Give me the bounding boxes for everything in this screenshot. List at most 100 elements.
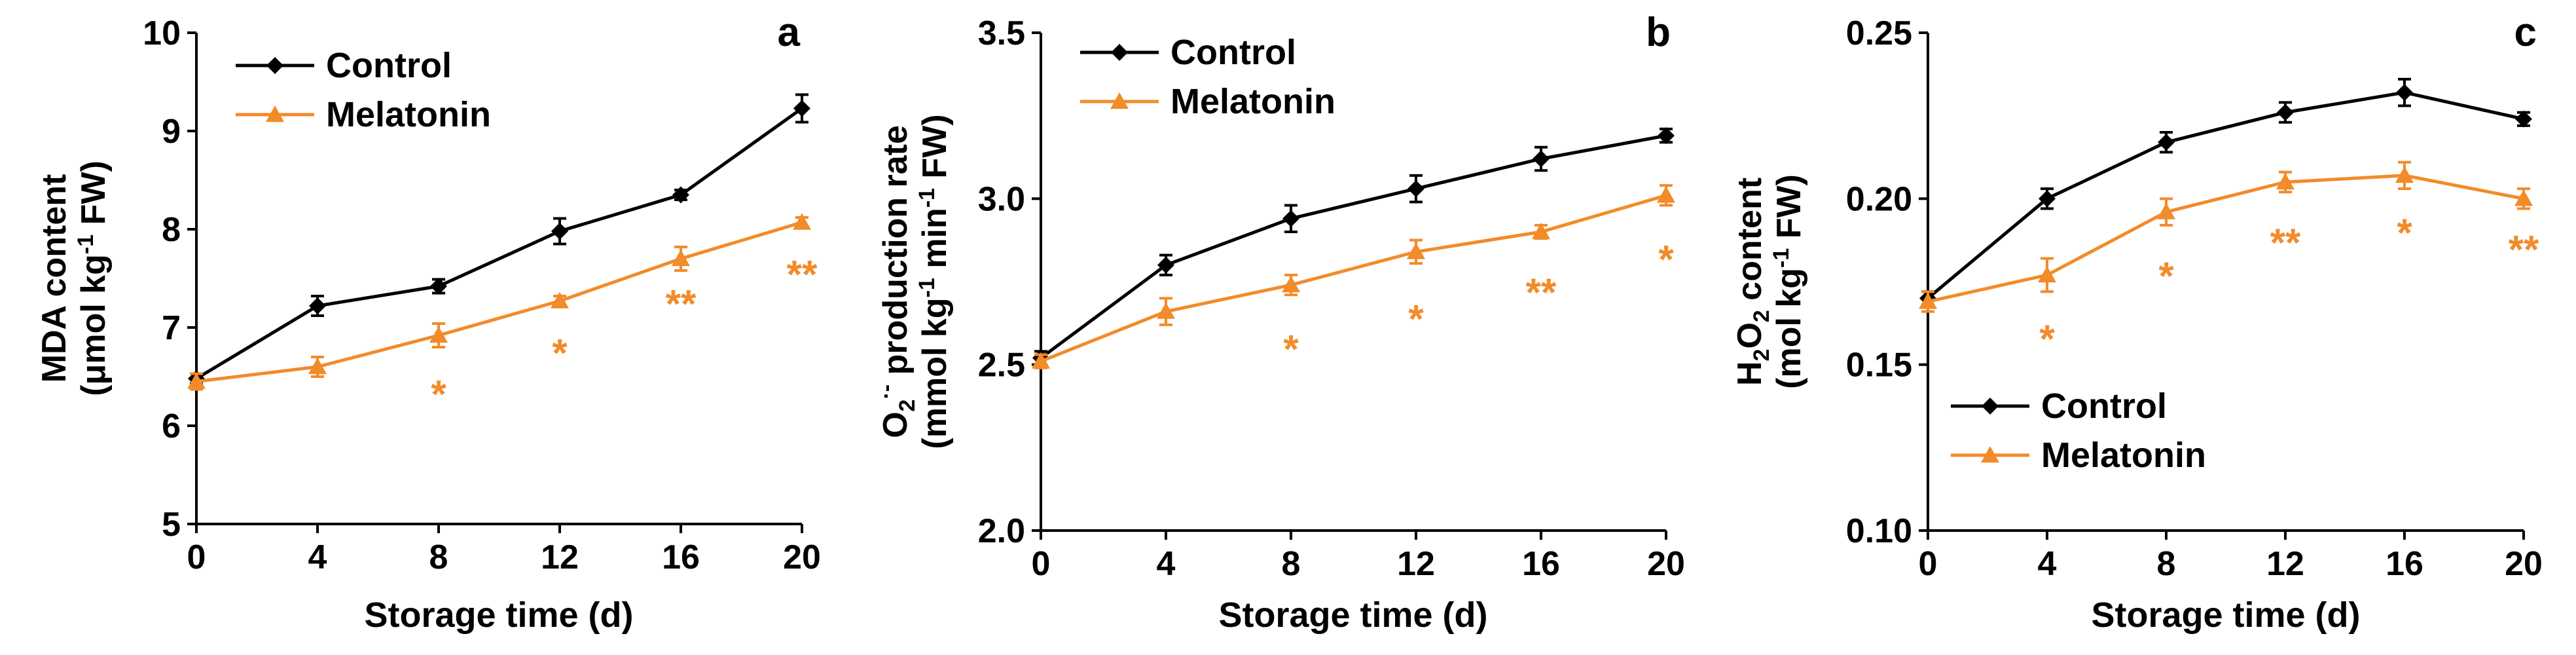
- panel-b-xtick-label: 8: [1282, 545, 1301, 583]
- panel-c-series-melatonin-point: [1919, 292, 1937, 309]
- panel-c-series-control-point: [2039, 190, 2056, 208]
- panel-c-xtick-label: 20: [2505, 545, 2543, 583]
- panel-c-series-melatonin-point: [2157, 202, 2175, 219]
- panel-b-legend-melatonin-marker: [1110, 92, 1129, 109]
- panel-c-legend-control-label: Control: [2041, 386, 2167, 426]
- panel-b-series-control-point: [1282, 210, 1299, 227]
- panel-b-series-control-point: [1157, 256, 1174, 274]
- panel-c-series-control-point: [2277, 103, 2294, 121]
- panel-a-series-control-point: [551, 223, 568, 240]
- panel-c-series-melatonin-point: [2514, 189, 2533, 206]
- panel-c-ytick-label: 0.15: [1846, 346, 1912, 384]
- panel-a-ylabel: MDA content (μmol kg-1 FW): [35, 160, 113, 396]
- panel-a-legend-melatonin-label: Melatonin: [326, 95, 491, 134]
- panel-c-xtick-label: 8: [2157, 545, 2176, 583]
- panel-c-significance-mark: *: [2039, 317, 2055, 361]
- panel-c-significance-mark: **: [2270, 221, 2301, 265]
- panel-c-ylabel-line1: H2O2 content: [1731, 178, 1774, 386]
- panel-c-ytick-label: 0.10: [1846, 512, 1912, 550]
- panel-a-xtick-label: 20: [783, 538, 821, 576]
- panel-a-significance-mark: *: [552, 331, 568, 375]
- panel-c-series-control-line: [1927, 90, 2524, 300]
- panel-a-ytick-label: 8: [162, 211, 181, 249]
- panel-a-xtick-label: 12: [541, 538, 579, 576]
- panel-a-series-melatonin-line: [196, 221, 803, 383]
- panel-b-xtick-label: 20: [1647, 545, 1685, 583]
- panel-a-ytick-label: 10: [143, 14, 181, 52]
- panel-b-series-melatonin-point: [1407, 242, 1425, 259]
- panel-c-xtick-label: 16: [2386, 545, 2423, 583]
- panel-a-ylabel-line2: (μmol kg-1 FW): [73, 160, 113, 396]
- panel-a-significance-mark: **: [787, 253, 818, 297]
- panel-b-xtick-label: 16: [1522, 545, 1560, 583]
- panel-b-series-melatonin-point: [1657, 186, 1675, 203]
- panel-a-xtick-label: 8: [429, 538, 448, 576]
- panel-c-xtick-label: 12: [2266, 545, 2304, 583]
- panel-b-series-control-point: [1658, 127, 1675, 145]
- panel-a-series-melatonin-point: [551, 291, 569, 309]
- panel-b-series-melatonin-point: [1032, 352, 1050, 369]
- panel-a-xlabel: Storage time (d): [364, 595, 633, 635]
- panel-b-legend-control-label: Control: [1170, 33, 1296, 72]
- panel-c-series-control-point: [2396, 84, 2413, 102]
- panel-c-xtick-label: 4: [2038, 545, 2057, 583]
- panel-a-ytick-label: 7: [162, 309, 181, 347]
- panel-a-series-control-point: [672, 186, 689, 204]
- panel-a-series-control-point: [793, 100, 810, 117]
- panel-b-xtick-label: 4: [1157, 545, 1176, 583]
- panel-c-xlabel: Storage time (d): [2091, 595, 2360, 635]
- panel-c-significance-mark: *: [2397, 211, 2412, 255]
- panel-a-series-melatonin-point: [429, 326, 448, 343]
- panel-a-label: a: [778, 10, 801, 55]
- panel-b-xtick-label: 12: [1397, 545, 1435, 583]
- panel-a-ytick-label: 5: [162, 506, 181, 544]
- panel-b-ytick-label: 2.5: [978, 346, 1025, 384]
- panel-a-ytick-label: 9: [162, 113, 181, 151]
- panel-b-xtick-label: 0: [1032, 545, 1051, 583]
- panel-c-legend-melatonin-label: Melatonin: [2041, 436, 2206, 475]
- panel-b-significance-mark: **: [1526, 271, 1557, 314]
- panel-b-significance-mark: *: [1408, 297, 1424, 341]
- panel-a-xtick-label: 0: [187, 538, 206, 576]
- panel-b-series-melatonin-line: [1040, 193, 1667, 363]
- panel-b-ytick-label: 3.5: [978, 14, 1025, 52]
- panel-c-series-melatonin-point: [2038, 265, 2056, 283]
- panel-c-ylabel-line2: (mol kg-1 FW): [1769, 174, 1808, 389]
- panel-c-xtick-label: 0: [1919, 545, 1938, 583]
- panel-a-series-control-point: [430, 278, 447, 295]
- panel-b-series-control-point: [1533, 150, 1550, 168]
- panel-c-significance-mark: *: [2158, 254, 2174, 298]
- panel-a-series-melatonin-point: [308, 358, 327, 375]
- panel-c-significance-mark: **: [2509, 227, 2539, 271]
- panel-c-legend-melatonin-marker: [1981, 446, 1999, 463]
- panel-a-series-melatonin-point: [793, 213, 811, 230]
- panel-a-series-melatonin-point: [672, 250, 690, 267]
- panel-c-series-melatonin-line: [1927, 174, 2524, 303]
- panel-c-ytick-label: 0.20: [1846, 180, 1912, 218]
- panel-a-xtick-label: 4: [308, 538, 327, 576]
- panel-b-ylabel-line2: (mmol kg-1 min-1 FW): [915, 114, 954, 449]
- panel-b-series-control-line: [1040, 134, 1667, 360]
- panel-c-series-melatonin-point: [2276, 173, 2295, 190]
- panel-b-significance-mark: *: [1283, 327, 1299, 371]
- panel-b-significance-mark: *: [1658, 238, 1674, 282]
- panel-b-label: b: [1646, 10, 1671, 55]
- panel-b-ylabel-line1: O2·- production rate: [874, 125, 920, 438]
- panel-a-legend-melatonin-marker: [266, 105, 284, 122]
- panel-a-significance-mark: **: [666, 282, 697, 326]
- panel-b: O2·- production rate (mmol kg-1 min-1 FW…: [874, 10, 1685, 635]
- panel-c-series-control-point: [2515, 110, 2532, 128]
- panel-b-ylabel: O2·- production rate (mmol kg-1 min-1 FW…: [874, 114, 954, 449]
- panel-b-series-melatonin-point: [1157, 302, 1175, 319]
- panel-c-ytick-label: 0.25: [1846, 14, 1912, 52]
- panel-a-legend-control-marker: [266, 57, 283, 74]
- panel-b-ytick-label: 2.0: [978, 512, 1025, 550]
- panel-a-xtick-label: 16: [662, 538, 700, 576]
- panel-b-legend-melatonin-label: Melatonin: [1170, 82, 1335, 121]
- panel-a-series-melatonin-point: [187, 372, 206, 389]
- panel-a-series-control-point: [309, 297, 326, 314]
- panel-c-series-control-point: [2158, 134, 2175, 151]
- panel-a-series-control-line: [195, 107, 803, 381]
- panel-b-series-control-point: [1407, 180, 1424, 198]
